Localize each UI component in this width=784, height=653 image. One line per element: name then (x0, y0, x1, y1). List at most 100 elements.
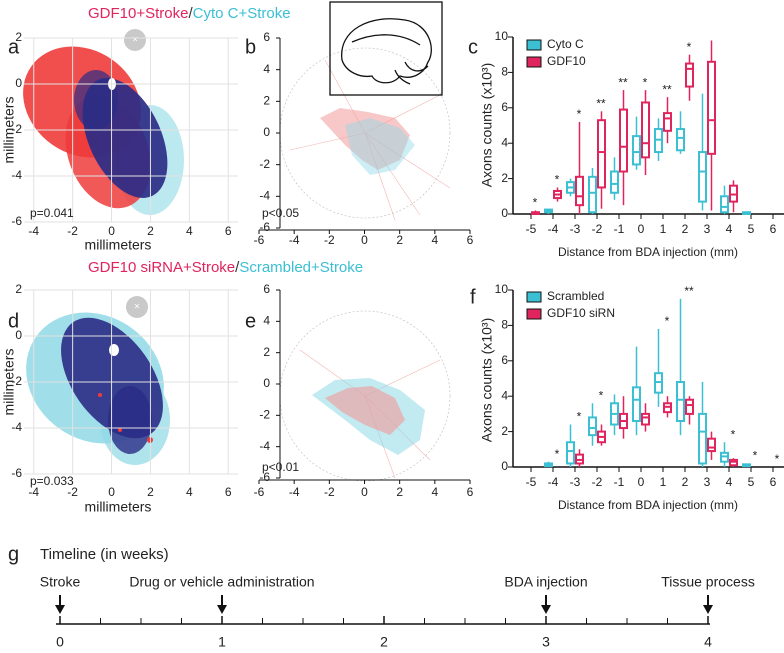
significance: * (665, 314, 670, 328)
svg-text:×: × (134, 302, 140, 313)
x-tick-label: 0 (108, 224, 115, 238)
x-tick-label: 6 (467, 233, 474, 247)
legend-swatch (526, 56, 542, 68)
significance: * (555, 447, 560, 461)
x-axis-label: millimeters (85, 237, 152, 253)
title-part: / (235, 259, 240, 276)
y-tick-label: 6 (501, 100, 508, 114)
x-tick-label: 6 (770, 475, 777, 489)
x-tick-label: -6 (254, 485, 265, 499)
y-tick-label: 8 (501, 318, 508, 332)
y-tick-label: 6 (263, 30, 270, 44)
panel-label: g (8, 543, 19, 565)
brain-icon (329, 1, 443, 96)
event-label: Tissue process (661, 574, 755, 590)
legend-label: GDF10 (547, 54, 586, 68)
x-tick-label: 2 (147, 224, 154, 238)
y-tick-label: -6 (11, 214, 22, 228)
y-tick-label: 10 (495, 29, 509, 43)
x-tick-label: -3 (570, 475, 581, 489)
y-tick-label: 0 (501, 206, 508, 220)
x-tick-label: -6 (254, 233, 265, 247)
panel-label: d (8, 310, 19, 332)
x-tick-label: 6 (225, 485, 232, 499)
x-axis-label: millimeters (85, 499, 152, 515)
y-axis-label: millimeters (1, 97, 17, 164)
box (676, 381, 685, 422)
box (619, 108, 628, 173)
y-tick-label: -6 (259, 470, 270, 484)
significance: * (555, 173, 560, 187)
title-part: Scrambled+Stroke (239, 259, 363, 276)
y-tick-label: 0 (263, 376, 270, 390)
event-arrowhead (55, 605, 65, 614)
x-tick-label: -2 (324, 233, 335, 247)
box (698, 151, 707, 203)
x-tick-label: -2 (67, 485, 78, 499)
x-tick-label: 2 (147, 485, 154, 499)
box (720, 195, 729, 214)
x-tick-label: -4 (28, 485, 39, 499)
box (707, 60, 716, 155)
significance: * (577, 410, 582, 424)
significance: * (533, 196, 538, 210)
x-axis-label: Distance from BDA injection (mm) (558, 498, 738, 512)
x-tick-label: 0 (361, 233, 368, 247)
y-tick-label: 2 (15, 282, 22, 296)
significance: * (775, 452, 780, 466)
title-part: GDF10 siRNA+Stroke (88, 259, 235, 276)
panel-label: f (470, 286, 476, 308)
significance: ** (684, 284, 694, 298)
title-part: / (188, 5, 193, 22)
x-tick-label: 5 (748, 475, 755, 489)
density-cloud: × (23, 29, 184, 215)
x-tick-label: -2 (67, 224, 78, 238)
legend-label: Scrambled (547, 289, 604, 303)
legend-swatch (526, 39, 542, 51)
y-tick-label: 4 (501, 135, 508, 149)
x-tick-label: 4 (726, 222, 733, 236)
chart-title: GDF10 siRNA+Stroke/Scrambled+Stroke (88, 259, 363, 276)
y-tick-label: 0 (15, 76, 22, 90)
x-tick-label: -1 (614, 222, 625, 236)
event-label: Drug or vehicle administration (129, 574, 314, 590)
box (641, 412, 650, 426)
panel-label: a (8, 36, 20, 58)
y-tick-label: 0 (501, 459, 508, 473)
box (575, 175, 584, 207)
legend-label: GDF10 siRN (547, 306, 615, 320)
box (707, 437, 716, 453)
box (588, 416, 597, 437)
box (641, 101, 650, 159)
significance: * (687, 40, 692, 54)
x-tick-label: -2 (324, 485, 335, 499)
significance: * (577, 107, 582, 121)
x-tick-label: 2 (396, 233, 403, 247)
x-tick-label: 4 (704, 634, 712, 650)
y-tick-label: -6 (11, 466, 22, 480)
x-tick-label: 3 (704, 222, 711, 236)
x-tick-label: 0 (56, 634, 64, 650)
box (632, 135, 641, 166)
y-tick-label: 0 (15, 328, 22, 342)
event-arrowhead (541, 605, 551, 614)
y-tick-label: 10 (495, 282, 509, 296)
legend-swatch (526, 308, 542, 320)
x-tick-label: 0 (361, 485, 368, 499)
x-tick-label: 0 (638, 222, 645, 236)
y-axis-label: millimeters (1, 349, 17, 416)
y-tick-label: 4 (263, 62, 270, 76)
x-tick-label: 6 (467, 485, 474, 499)
x-tick-label: -3 (570, 222, 581, 236)
y-tick-label: -4 (259, 189, 270, 203)
density-cloud: × (26, 296, 170, 465)
annotation: p=0.041 (30, 206, 74, 220)
x-tick-label: 1 (218, 634, 226, 650)
y-tick-label: -4 (259, 439, 270, 453)
x-tick-label: -2 (592, 475, 603, 489)
y-tick-label: -2 (259, 408, 270, 422)
significance: * (643, 75, 648, 89)
svg-text:×: × (132, 35, 138, 46)
box (566, 441, 575, 465)
